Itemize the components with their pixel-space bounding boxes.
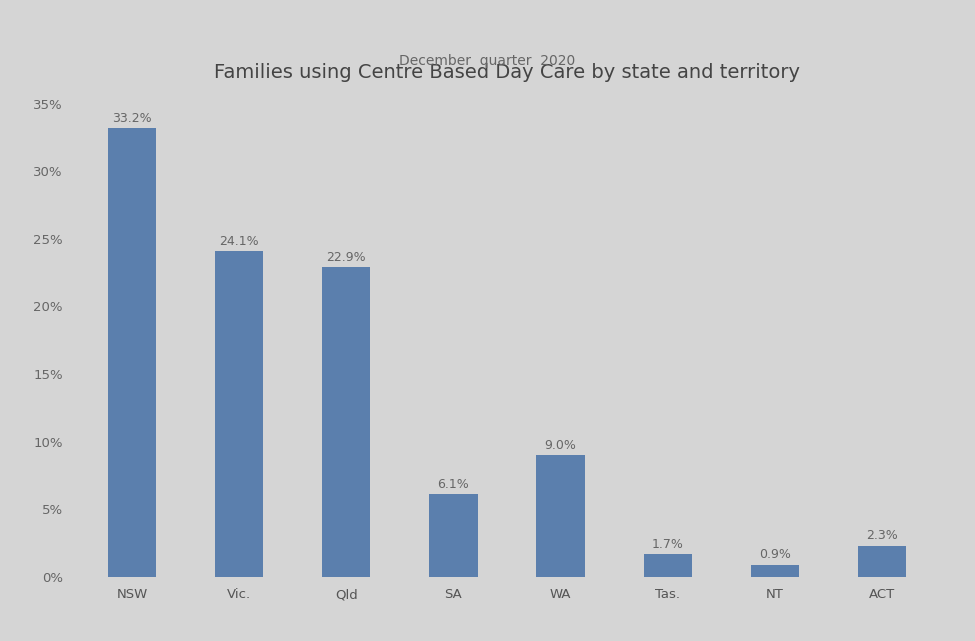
- Text: 2.3%: 2.3%: [866, 529, 898, 542]
- Text: 22.9%: 22.9%: [327, 251, 367, 264]
- Text: 0.9%: 0.9%: [759, 548, 791, 562]
- Bar: [323, 267, 370, 577]
- Bar: [215, 251, 263, 577]
- Text: 1.7%: 1.7%: [651, 538, 683, 551]
- Bar: [429, 494, 478, 577]
- Bar: [644, 554, 691, 577]
- Text: 9.0%: 9.0%: [545, 439, 576, 452]
- Text: December  quarter  2020: December quarter 2020: [400, 54, 575, 69]
- Bar: [108, 128, 156, 577]
- Title: Families using Centre Based Day Care by state and territory: Families using Centre Based Day Care by …: [214, 63, 800, 82]
- Text: 6.1%: 6.1%: [438, 478, 469, 491]
- Bar: [536, 455, 585, 577]
- Text: 33.2%: 33.2%: [112, 112, 152, 124]
- Text: 24.1%: 24.1%: [219, 235, 259, 247]
- Bar: [858, 545, 906, 577]
- Bar: [751, 565, 799, 577]
